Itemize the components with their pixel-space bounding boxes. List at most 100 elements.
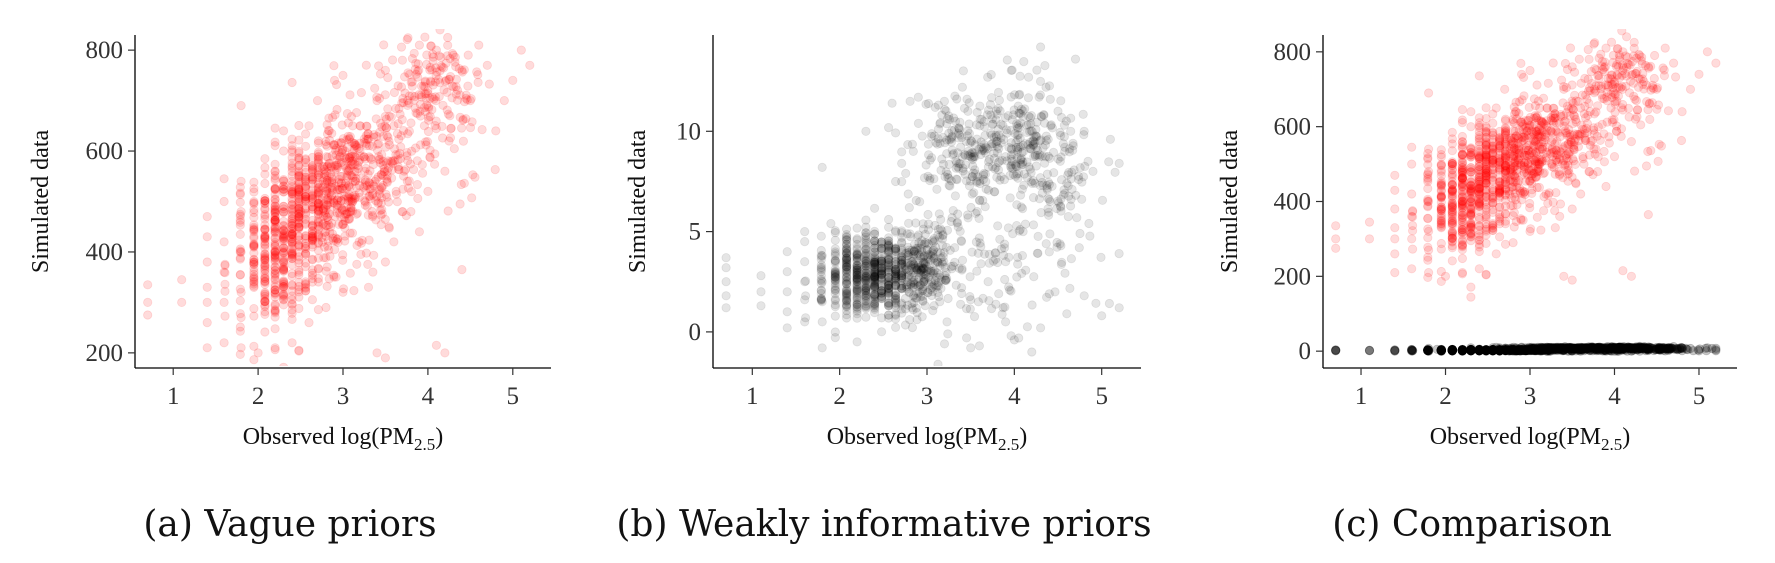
point-weakly xyxy=(998,250,1009,260)
point-weakly xyxy=(883,310,894,320)
point-weakly xyxy=(950,191,961,201)
point-vague xyxy=(389,87,399,98)
point-vague xyxy=(321,186,331,196)
point-weakly xyxy=(918,295,928,306)
point-vague xyxy=(1331,243,1341,253)
point-vague xyxy=(317,162,328,172)
point-vague xyxy=(411,108,421,118)
point-weakly xyxy=(883,272,894,283)
point-vague xyxy=(270,190,280,200)
point-weakly xyxy=(1104,157,1114,167)
point-vague xyxy=(359,196,370,206)
point-vague xyxy=(287,229,297,240)
point-vague xyxy=(219,237,229,247)
point-weakly xyxy=(852,306,862,316)
point-vague xyxy=(407,91,417,101)
point-vague xyxy=(330,211,340,222)
point-vague xyxy=(340,209,351,219)
point-weakly xyxy=(902,229,912,239)
point-vague xyxy=(375,154,385,164)
point-weakly xyxy=(876,246,887,256)
point-weakly xyxy=(913,243,923,253)
point-vague xyxy=(352,183,362,193)
point-weakly xyxy=(940,262,950,273)
point-vague xyxy=(427,92,437,102)
point-vague xyxy=(323,215,333,225)
point-weakly xyxy=(861,228,871,238)
point-weakly xyxy=(861,244,871,254)
data-points xyxy=(143,29,535,366)
point-vague xyxy=(294,172,304,182)
point-vague xyxy=(300,231,311,241)
point-weakly xyxy=(920,237,930,248)
point-vague xyxy=(278,300,289,310)
point-weakly xyxy=(861,276,871,286)
point-vague xyxy=(249,311,259,321)
point-vague xyxy=(278,235,289,245)
point-weakly xyxy=(897,267,907,278)
point-vague xyxy=(455,199,465,209)
point-weakly xyxy=(861,238,871,248)
point-vague xyxy=(1557,75,1567,85)
point-weakly xyxy=(876,267,887,278)
point-vague xyxy=(1466,143,1476,153)
point-vague xyxy=(1466,107,1476,117)
point-weakly xyxy=(782,323,792,333)
point-vague xyxy=(249,263,259,273)
point-vague xyxy=(278,243,289,253)
point-vague xyxy=(307,167,317,177)
point-vague xyxy=(270,253,280,263)
point-weakly xyxy=(852,279,862,290)
point-vague xyxy=(330,233,341,243)
point-vague xyxy=(1676,135,1687,146)
point-weakly xyxy=(1017,184,1027,194)
point-weakly xyxy=(908,291,919,301)
point-vague xyxy=(260,239,270,249)
point-vague xyxy=(413,72,423,82)
point-vague xyxy=(1532,212,1542,222)
point-weakly xyxy=(984,249,994,259)
point-weakly xyxy=(901,280,911,290)
point-weakly xyxy=(986,303,997,314)
point-vague xyxy=(361,131,371,141)
point-vague xyxy=(287,206,297,216)
point-vague xyxy=(260,274,270,284)
point-vague xyxy=(430,92,440,102)
point-vague xyxy=(425,145,435,155)
point-vague xyxy=(313,152,323,162)
point-weakly xyxy=(919,274,930,285)
point-vague xyxy=(278,247,289,257)
point-vague xyxy=(340,216,350,226)
point-vague xyxy=(452,85,463,95)
point-vague xyxy=(307,190,317,200)
point-weakly xyxy=(852,244,862,254)
point-vague xyxy=(294,168,304,178)
point-vague xyxy=(318,204,329,214)
point-vague xyxy=(1364,217,1375,227)
point-vague xyxy=(465,123,476,133)
point-weakly xyxy=(935,119,945,129)
point-weakly xyxy=(933,281,944,291)
point-vague xyxy=(260,224,270,234)
point-vague xyxy=(377,183,387,193)
point-vague xyxy=(344,134,354,144)
point-weakly xyxy=(869,259,880,270)
point-weakly xyxy=(830,278,840,288)
point-weakly xyxy=(861,256,871,266)
point-weakly xyxy=(841,295,852,305)
point-weakly xyxy=(800,237,810,247)
point-vague xyxy=(387,157,397,167)
point-weakly xyxy=(721,263,731,273)
point-vague xyxy=(327,183,337,193)
point-weakly xyxy=(876,279,887,289)
point-weakly xyxy=(852,243,862,253)
point-weakly xyxy=(900,255,910,265)
point-vague xyxy=(348,121,358,131)
point-vague xyxy=(287,286,297,296)
point-vague xyxy=(416,90,426,100)
point-weakly xyxy=(883,222,894,232)
point-vague xyxy=(319,161,329,171)
point-vague xyxy=(372,145,383,155)
point-vague xyxy=(294,203,304,213)
point-vague xyxy=(1555,211,1565,221)
